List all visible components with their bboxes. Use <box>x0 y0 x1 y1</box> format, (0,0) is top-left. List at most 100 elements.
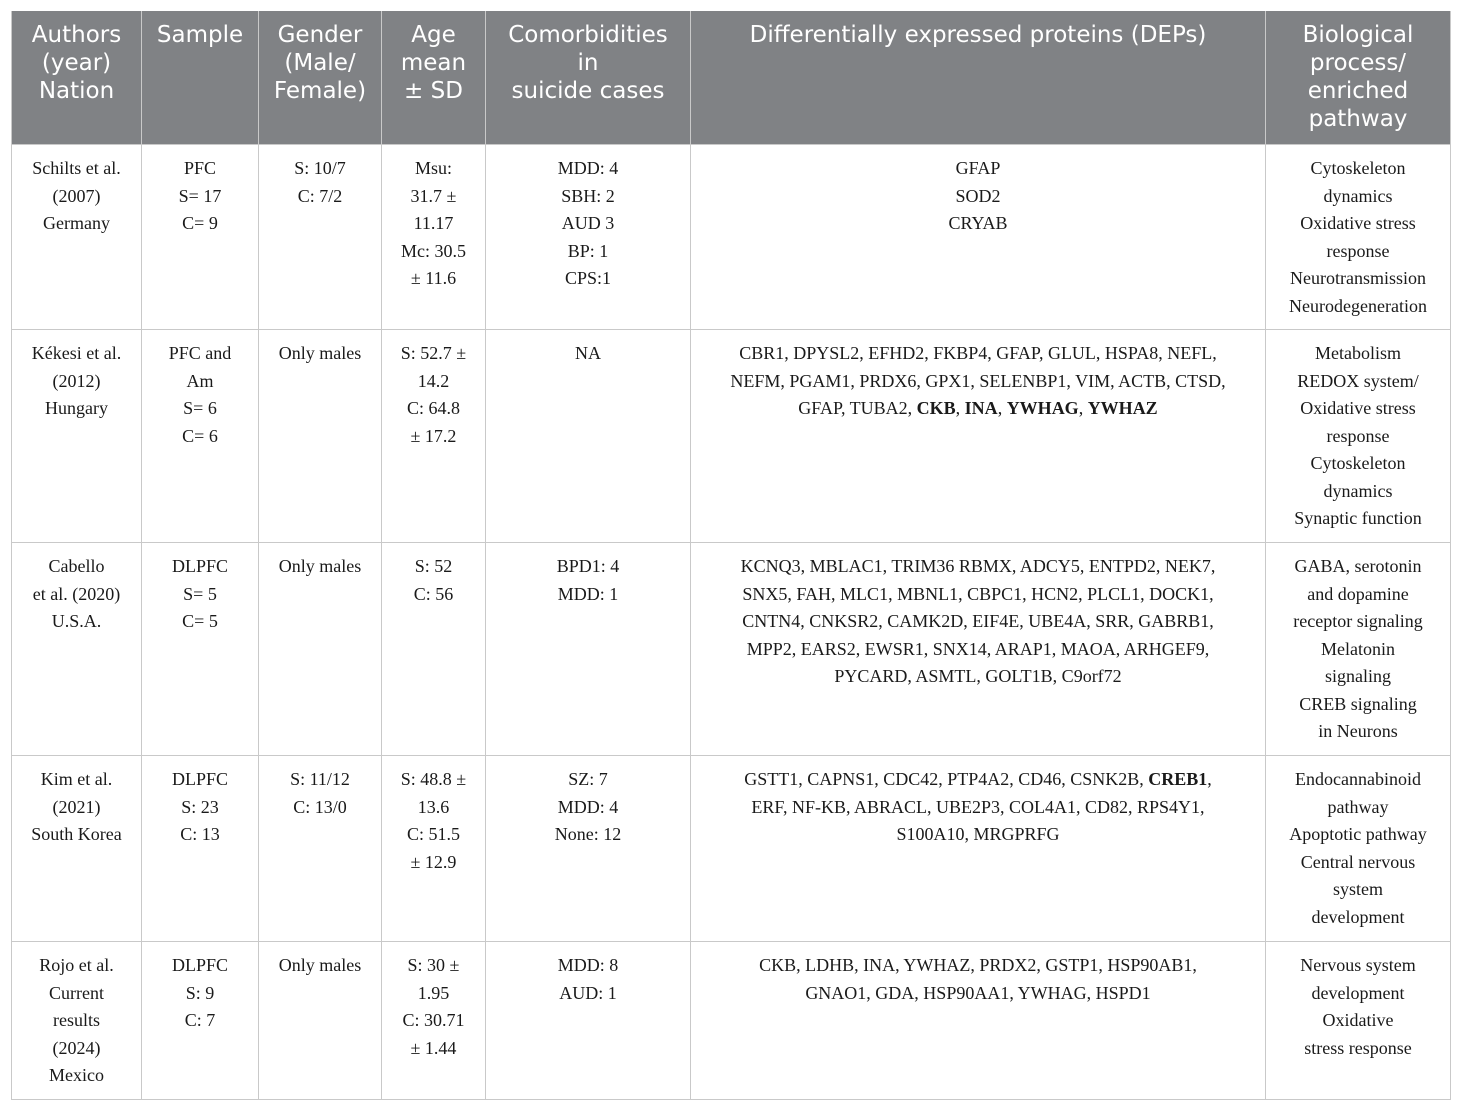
cell-line: AUD: 1 <box>559 982 617 1003</box>
header-line: (Male/ <box>284 50 356 76</box>
protein-text: CRYAB <box>948 213 1008 233</box>
protein-text: NEFM, PGAM1, PRDX6, GPX1, SELENBP1, VIM,… <box>730 370 1226 391</box>
cell-line: BP: 1 <box>567 240 609 261</box>
header-line: (year) <box>41 50 112 76</box>
cell-line: C: 13 <box>180 824 220 844</box>
comorbidities-cell: MDD: 4 SBH: 2 AUD 3 BP: 1 CPS:1 <box>485 144 691 330</box>
authors-cell: Kim et al. (2021) South Korea <box>11 755 142 942</box>
authors-cell: Cabello et al. (2020) U.S.A. <box>11 542 142 756</box>
cell-line: Mexico <box>49 1065 104 1085</box>
gender-cell: S: 11/12 C: 13/0 <box>258 755 382 942</box>
sample-cell: DLPFC S= 5 C= 5 <box>141 542 259 756</box>
gender-cell: Only males <box>258 329 382 543</box>
protein-text: , <box>955 398 965 418</box>
cell-line: S: 9 <box>185 982 215 1003</box>
cell-line: system <box>1332 879 1383 899</box>
cell-line: Cytoskeleton <box>1310 158 1406 178</box>
authors-cell: Kékesi et al. (2012) Hungary <box>11 329 142 543</box>
cell-line: et al. (2020) <box>32 583 121 604</box>
header-line: in <box>577 50 599 76</box>
sample-header: Sample <box>141 11 259 145</box>
process-cell: GABA, serotonin and dopamine receptor sign… <box>1265 542 1451 756</box>
process-cell: Metabolism REDOX system/Oxidative stress r… <box>1265 329 1451 543</box>
deps-line: S100A10, MRGPRFG <box>701 821 1255 849</box>
header-line: Comorbidities <box>508 22 668 48</box>
cell-line: Am <box>186 370 214 391</box>
cell-line: Neurotransmission <box>1290 268 1426 288</box>
cell-line: S: 11/12 <box>290 769 350 789</box>
header-line: process/ <box>1309 50 1407 76</box>
cell-line: 31.7 ± <box>410 185 457 206</box>
cell-line: C: 7/2 <box>297 185 343 206</box>
cell-line: DLPFC <box>171 955 229 975</box>
age-cell: S: 30 ± 1.95 C: 30.71 ± 1.44 <box>381 941 486 1100</box>
header-row: Authors (year) Nation Sample Gender (Male/Fem… <box>11 11 1451 145</box>
process-cell: Cytoskeleton dynamics Oxidative stress resp… <box>1265 144 1451 330</box>
cell-line: DLPFC <box>171 556 229 576</box>
deps-line: SNX5, FAH, MLC1, MBNL1, CBPC1, HCN2, PLC… <box>701 581 1255 609</box>
cell-line: MDD: 4 <box>557 796 619 817</box>
age-header: Age mean ± SD <box>381 11 486 145</box>
authors-cell: Schilts et al. (2007) Germany <box>11 144 142 330</box>
header-line: Biological <box>1302 22 1414 48</box>
deps-line: NEFM, PGAM1, PRDX6, GPX1, SELENBP1, VIM,… <box>701 368 1255 396</box>
table-header: Authors (year) Nation Sample Gender (Male/Fem… <box>11 11 1451 145</box>
cell-line: S= 5 <box>183 583 217 604</box>
protein-text: GNAO1, GDA, HSP90AA1, YWHAG, HSPD1 <box>805 982 1151 1003</box>
cell-line: S: 30 ± <box>407 955 460 975</box>
highlighted-protein: CKB <box>916 398 956 418</box>
comorbidities-cell: MDD: 8 AUD: 1 <box>485 941 691 1100</box>
cell-line: S: 48.8 ± <box>400 769 467 789</box>
protein-text: PYCARD, ASMTL, GOLT1B, C9orf72 <box>834 666 1122 686</box>
table-body: Schilts et al. (2007) Germany PFC S= 17 C= 9 S… <box>11 144 1451 1100</box>
cell-line: 13.6 <box>417 796 450 817</box>
header-line: pathway <box>1308 106 1408 132</box>
cell-line: Cabello <box>48 556 105 576</box>
deps-line: CNTN4, CNKSR2, CAMK2D, EIF4E, UBE4A, SRR… <box>701 608 1255 636</box>
comorbidities-cell: BPD1: 4 MDD: 1 <box>485 542 691 756</box>
cell-line: None: 12 <box>554 824 622 844</box>
study-comparison-table: Authors (year) Nation Sample Gender (Male/Fem… <box>11 11 1451 1100</box>
cell-line: NA <box>575 343 601 363</box>
cell-line: Neurodegeneration <box>1289 295 1427 316</box>
cell-line: Apoptotic pathway <box>1289 824 1427 844</box>
cell-line: C: 30.71 <box>402 1010 465 1030</box>
cell-line: Msu: <box>414 158 452 178</box>
cell-line: Schilts et al. <box>32 158 121 178</box>
protein-text: SOD2 <box>955 185 1001 206</box>
age-cell: S: 52 C: 56 <box>381 542 486 756</box>
cell-line: C= 9 <box>182 213 218 233</box>
deps-line: CBR1, DPYSL2, EFHD2, FKBP4, GFAP, GLUL, … <box>701 340 1255 368</box>
protein-text: SNX5, FAH, MLC1, MBNL1, CBPC1, HCN2, PLC… <box>742 583 1214 604</box>
highlighted-protein: YWHAG <box>1006 398 1079 418</box>
cell-line: S= 6 <box>183 398 217 418</box>
deps-line: GSTT1, CAPNS1, CDC42, PTP4A2, CD46, CSNK… <box>701 766 1255 794</box>
highlighted-protein: YWHAZ <box>1087 398 1158 418</box>
cell-line: signaling <box>1325 666 1391 686</box>
header-line: Female) <box>273 78 367 104</box>
cell-line: S: 23 <box>181 796 219 817</box>
deps-cell: GSTT1, CAPNS1, CDC42, PTP4A2, CD46, CSNK… <box>690 755 1266 942</box>
cell-line: dynamics <box>1323 480 1393 501</box>
cell-line: PFC <box>183 158 217 178</box>
cell-line: C: 56 <box>413 583 454 604</box>
table-row: Kim et al. (2021) South Korea DLPFC S: 23 C: … <box>11 755 1451 942</box>
cell-line: ± 17.2 <box>410 425 457 446</box>
sample-cell: PFC and Am S= 6 C= 6 <box>141 329 259 543</box>
sample-cell: DLPFC S: 23 C: 13 <box>141 755 259 942</box>
comorbidities-header: Comorbidities in suicide cases <box>485 11 691 145</box>
deps-cell: CKB, LDHB, INA, YWHAZ, PRDX2, GSTP1, HSP… <box>690 941 1266 1100</box>
cell-line: GABA, serotonin <box>1294 556 1422 576</box>
gender-cell: S: 10/7 C: 7/2 <box>258 144 382 330</box>
cell-line: ± 1.44 <box>410 1037 457 1058</box>
gender-cell: Only males <box>258 941 382 1100</box>
process-cell: Endocannabinoid pathway Apoptotic pathway C… <box>1265 755 1451 942</box>
cell-line: Oxidative stress <box>1300 398 1416 418</box>
protein-text: CNTN4, CNKSR2, CAMK2D, EIF4E, UBE4A, SRR… <box>742 611 1214 631</box>
protein-text: MPP2, EARS2, EWSR1, SNX14, ARAP1, MAOA, … <box>746 638 1210 659</box>
cell-line: in Neurons <box>1318 721 1398 741</box>
cell-line: development <box>1311 906 1405 927</box>
cell-line: Central nervous <box>1300 851 1416 872</box>
cell-line: Endocannabinoid <box>1295 769 1421 789</box>
process-cell: Nervous system development Oxidative stress… <box>1265 941 1451 1100</box>
